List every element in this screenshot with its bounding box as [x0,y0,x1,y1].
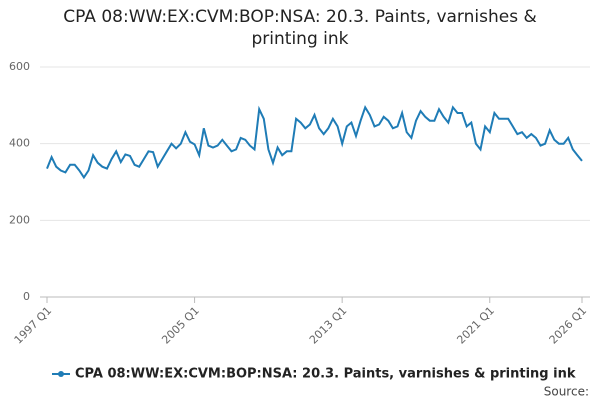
x-tick-label: 2026 Q1 [547,304,590,347]
line [46,104,583,180]
legend-label: CPA 08:WW:EX:CVM:BOP:NSA: 20.3. Paints, … [75,367,576,382]
x-tick-label: 2021 Q1 [454,304,497,347]
y-tick-label: 200 [9,213,30,226]
legend-marker [58,371,64,377]
x-tick-label: 2013 Q1 [307,304,350,347]
y-tick-label: 0 [23,290,30,303]
x-tick-label: 2005 Q1 [159,304,202,347]
source: Source: [544,385,589,399]
y-tick-label: 600 [9,60,30,73]
x-tick-label: 1997 Q1 [12,304,55,347]
y-tick-label: 400 [9,137,30,150]
chart-title: CPA 08:WW:EX:CVM:BOP:NSA: 20.3. Paints, … [63,7,537,49]
